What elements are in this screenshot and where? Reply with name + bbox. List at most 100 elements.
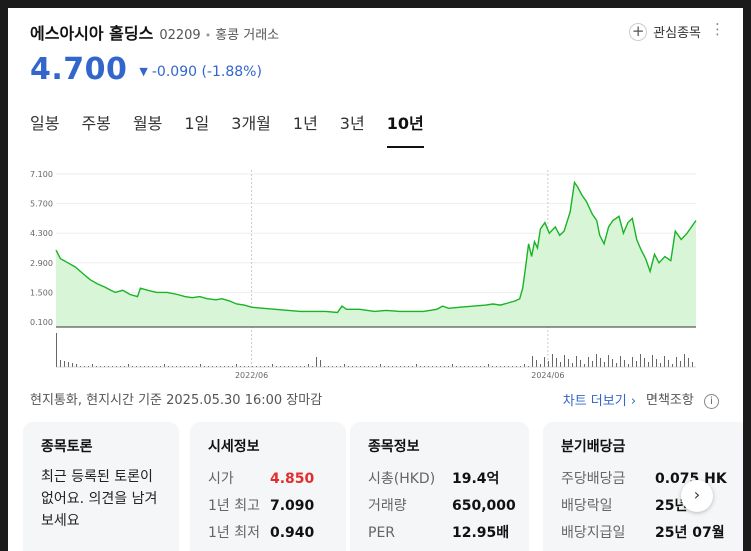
volume-bar [348, 366, 349, 367]
volume-bar [612, 359, 613, 367]
volume-bar [520, 366, 521, 367]
exchange-name: 홍콩 거래소 [215, 28, 280, 43]
volume-bar [352, 366, 353, 367]
dividend-label: 배당지급일 [561, 525, 626, 541]
volume-bar [404, 366, 405, 367]
volume-bar [136, 366, 137, 367]
volume-bar [208, 366, 209, 367]
dividend-label: 배당락일 [561, 498, 613, 514]
volume-bar [456, 366, 457, 367]
discussion-card[interactable]: 종목토론 최근 등록된 토론이 없어요. 의견을 남겨보세요 [23, 422, 179, 551]
tab-3개월[interactable]: 3개월 [231, 114, 271, 133]
more-vertical-icon[interactable]: ⋮ [710, 20, 725, 38]
volume-bar [440, 366, 441, 367]
tab-일봉[interactable]: 일봉 [30, 114, 60, 133]
y-tick-label: 1.500 [30, 288, 53, 297]
volume-bar [384, 366, 385, 367]
volume-bar [460, 366, 461, 367]
favorite-button[interactable]: + 관심종목 [629, 22, 701, 41]
more-chart-link[interactable]: 차트 더보기 › [563, 390, 636, 409]
volume-bar [576, 356, 577, 367]
volume-bar [300, 366, 301, 367]
volume-bar [572, 363, 573, 367]
info-label: 시총(HKD) [368, 471, 436, 487]
dividend-title: 분기배당금 [561, 439, 626, 455]
tab-1년[interactable]: 1년 [292, 114, 318, 133]
dividend-card[interactable]: 분기배당금 주당배당금 0.075 HK 배당락일 25년 배당지급일 25년 … [543, 422, 743, 551]
volume-bar [492, 366, 493, 367]
volume-bar [420, 366, 421, 367]
down-arrow-icon: ▼ [139, 65, 148, 78]
volume-bar [204, 366, 205, 367]
y-tick-label: 5.700 [30, 200, 53, 209]
quote-value: 7.090 [270, 498, 315, 514]
volume-bar [64, 361, 65, 367]
quote-value: 4.850 [270, 471, 315, 487]
volume-bar [304, 366, 305, 367]
info-value: 650,000 [452, 498, 516, 514]
volume-bar [152, 366, 153, 367]
volume-bar [540, 364, 541, 367]
quote-label: 1년 최고 [208, 498, 260, 514]
volume-bar [564, 355, 565, 367]
volume-bars [56, 333, 693, 367]
volume-bar [676, 357, 677, 367]
volume-bar [664, 356, 665, 367]
volume-bar [328, 366, 329, 367]
volume-bar [324, 366, 325, 367]
volume-bar [632, 357, 633, 367]
volume-bar [292, 366, 293, 367]
volume-bar [380, 364, 381, 367]
volume-bar [184, 366, 185, 367]
volume-bar [580, 360, 581, 367]
price-line [55, 180, 697, 314]
disclaimer-link[interactable]: 면책조항 i [646, 389, 719, 409]
volume-bar [436, 366, 437, 367]
tab-3년[interactable]: 3년 [339, 114, 365, 133]
volume-bar [356, 366, 357, 367]
quote-label: 시가 [208, 471, 234, 487]
volume-bar [80, 366, 81, 367]
volume-bar [524, 364, 525, 367]
volume-bar [604, 362, 605, 367]
volume-bar [200, 364, 201, 367]
volume-bar [548, 361, 549, 367]
chevron-right-icon[interactable]: › [681, 480, 713, 512]
volume-bar [312, 366, 313, 367]
tab-주봉[interactable]: 주봉 [81, 114, 111, 133]
volume-bar [544, 357, 545, 367]
y-tick-label: 4.300 [30, 229, 53, 238]
volume-bar [224, 366, 225, 367]
volume-bar [412, 366, 413, 367]
dividend-row: 배당지급일 25년 07월 [561, 520, 743, 547]
volume-bar [60, 360, 61, 367]
change-value: -0.090 [151, 63, 198, 80]
volume-bar [568, 359, 569, 367]
volume-bar [668, 360, 669, 367]
stock-info-card[interactable]: 종목정보 시총(HKD) 19.4억 거래량 650,000 PER 12.95… [350, 422, 529, 551]
period-tabs: 일봉 주봉 월봉 1일 3개월 1년 3년 10년 [30, 110, 743, 148]
volume-bar [244, 366, 245, 367]
dividend-row: 배당락일 25년 [561, 493, 743, 520]
volume-bar [288, 366, 289, 367]
volume-bar [236, 364, 237, 367]
price-area [56, 182, 696, 327]
tab-월봉[interactable]: 월봉 [132, 114, 163, 133]
stock-page: 에스아시아 홀딩스 02209 • 홍콩 거래소 + 관심종목 ⋮ 4.700 … [8, 8, 743, 551]
info-value: 12.95배 [452, 525, 510, 541]
volume-bar [480, 366, 481, 367]
volume-bar [596, 354, 597, 367]
volume-bar [452, 364, 453, 367]
volume-bar [252, 366, 253, 367]
volume-bar [316, 357, 317, 367]
volume-bar [488, 364, 489, 367]
tab-1일[interactable]: 1일 [184, 114, 210, 133]
volume-bar [220, 366, 221, 367]
chart-links: 차트 더보기 › 면책조항 i [563, 389, 719, 409]
plus-icon: + [629, 22, 648, 41]
quote-card[interactable]: 시세정보 시가 4.850 1년 최고 7.090 1년 최저 0.940 [190, 422, 346, 551]
tab-10년[interactable]: 10년 [386, 110, 424, 148]
volume-bar [124, 366, 125, 367]
y-tick-label: 2.900 [30, 259, 53, 268]
